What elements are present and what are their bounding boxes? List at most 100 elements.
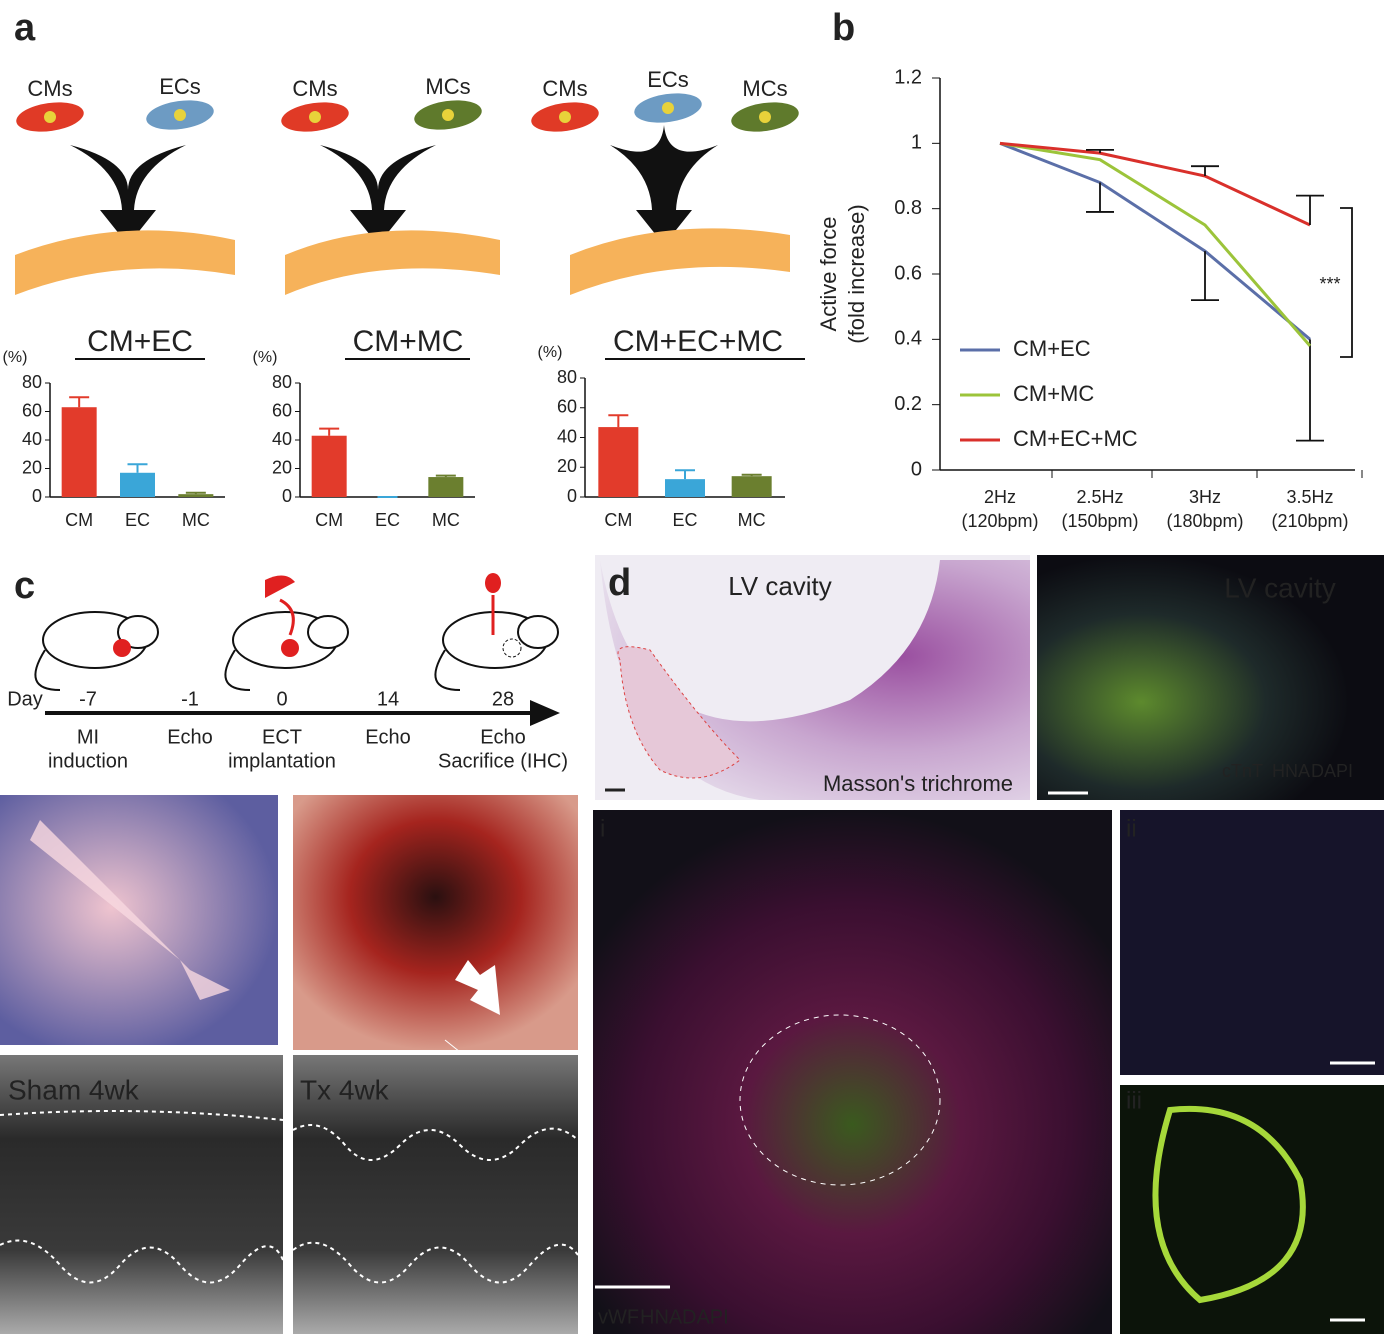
patch <box>281 639 299 657</box>
removed-icon <box>485 573 501 593</box>
removed-patch <box>502 638 522 658</box>
error-bar <box>435 474 456 478</box>
error-bar <box>1191 251 1219 302</box>
images <box>0 555 1384 1334</box>
echo-sham <box>0 1055 283 1334</box>
cell-label: CMs <box>542 76 587 101</box>
y-tick-label: 0.2 <box>894 393 922 415</box>
y-tick-label: 60 <box>557 397 577 417</box>
x-tick-label: MC <box>432 510 460 530</box>
y-tick-label: 20 <box>557 456 577 476</box>
bar <box>598 427 639 497</box>
event-label: implantation <box>228 750 336 772</box>
day-value: -1 <box>181 688 199 710</box>
cell-label: CMs <box>292 76 337 101</box>
x-tick-sublabel: (150bpm) <box>1061 511 1138 531</box>
schematic <box>15 125 790 295</box>
y-tick-label: 0.4 <box>894 328 922 350</box>
bar <box>61 407 97 497</box>
legend-label: CM+MC <box>1013 381 1094 406</box>
day-value: 0 <box>276 688 287 710</box>
y-tick-label: 0 <box>282 486 292 506</box>
event-label: induction <box>48 750 128 772</box>
x-tick-label: MC <box>738 510 766 530</box>
error-bar <box>741 473 762 477</box>
y-axis-label: Active force <box>816 217 841 332</box>
y-tick-label: 0 <box>567 486 577 506</box>
nucleus <box>759 111 771 123</box>
bar <box>311 435 347 497</box>
x-tick-sublabel: (120bpm) <box>961 511 1038 531</box>
error-bar <box>1086 182 1114 213</box>
significance-bracket <box>1340 207 1353 358</box>
error-bar <box>69 396 90 408</box>
event-label: Echo <box>167 726 213 748</box>
cell-label: ECs <box>647 67 689 92</box>
cell-label: CMs <box>27 76 72 101</box>
y-tick-label: 20 <box>22 457 42 477</box>
y-axis-label: (%) <box>538 344 563 361</box>
legend-label: CM+EC+MC <box>1013 426 1138 451</box>
inset-label: ii <box>1126 815 1137 842</box>
inset-ii-image <box>1120 810 1384 1075</box>
stain-label: DAPI <box>682 1306 729 1328</box>
nucleus <box>44 111 56 123</box>
y-tick-label: 0.6 <box>894 262 922 284</box>
echo-tx <box>293 1055 578 1334</box>
day-label: Day <box>7 688 43 710</box>
surgery-photo <box>293 795 578 1050</box>
y-tick-label: 60 <box>22 400 42 420</box>
x-tick-label: EC <box>672 510 697 530</box>
error-bar <box>1296 194 1324 225</box>
panel-label: c <box>14 565 35 607</box>
error-bar <box>1191 165 1219 176</box>
cell-label: ECs <box>159 74 201 99</box>
bar <box>731 476 772 497</box>
x-tick-label: MC <box>182 510 210 530</box>
y-tick-label: 0 <box>32 486 42 506</box>
stain-label: HNA <box>1272 761 1310 781</box>
nucleus <box>309 111 321 123</box>
day-value: 14 <box>377 688 399 710</box>
stain-label: vWF <box>598 1306 639 1328</box>
x-tick-label: 3.5Hz <box>1286 487 1333 507</box>
infarct <box>113 639 131 657</box>
line-series <box>999 141 1312 347</box>
x-tick-label: CM <box>65 510 93 530</box>
y-tick-label: 40 <box>272 429 292 449</box>
y-axis-label: (%) <box>3 349 28 366</box>
error-bar <box>1086 148 1114 154</box>
inset-i-image <box>593 810 1112 1334</box>
event-label: Echo <box>480 726 526 748</box>
inset-label: i <box>600 815 605 842</box>
event-label: MI <box>77 726 99 748</box>
x-tick-label: 2Hz <box>984 487 1016 507</box>
stain-label: HNA <box>640 1306 683 1328</box>
y-axis-label: (%) <box>253 349 278 366</box>
stain-label: Masson's trichrome <box>823 771 1013 796</box>
cavity-label: LV cavity <box>1224 572 1336 603</box>
y-tick-label: 40 <box>22 429 42 449</box>
y-tick-label: 60 <box>272 400 292 420</box>
error-bar <box>127 463 148 473</box>
event-label: Sacrifice (IHC) <box>438 750 568 772</box>
y-axis-label: (fold increase) <box>844 204 869 343</box>
error-bar <box>675 469 695 480</box>
x-tick-label: EC <box>125 510 150 530</box>
chart-title: CM+MC <box>353 325 464 358</box>
day-value: 28 <box>492 688 514 710</box>
x-tick-label: CM <box>604 510 632 530</box>
stain-label: cTnT <box>1222 761 1263 781</box>
x-tick-label: CM <box>315 510 343 530</box>
x-tick-label: 3Hz <box>1189 487 1221 507</box>
y-tick-label: 40 <box>557 426 577 446</box>
inset-label: iii <box>1126 1087 1142 1114</box>
panel-label: b <box>832 7 855 49</box>
y-tick-label: 0 <box>911 458 922 480</box>
timeline-arrowhead <box>530 700 560 726</box>
bar <box>120 472 155 497</box>
y-tick-label: 80 <box>557 367 577 387</box>
chart-title: CM+EC+MC <box>613 325 783 358</box>
nucleus <box>174 109 186 121</box>
error-bar <box>185 491 206 495</box>
